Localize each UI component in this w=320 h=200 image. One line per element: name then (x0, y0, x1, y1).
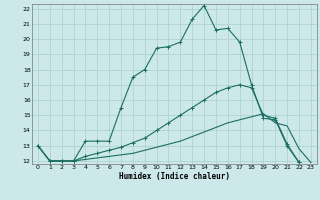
X-axis label: Humidex (Indice chaleur): Humidex (Indice chaleur) (119, 172, 230, 181)
